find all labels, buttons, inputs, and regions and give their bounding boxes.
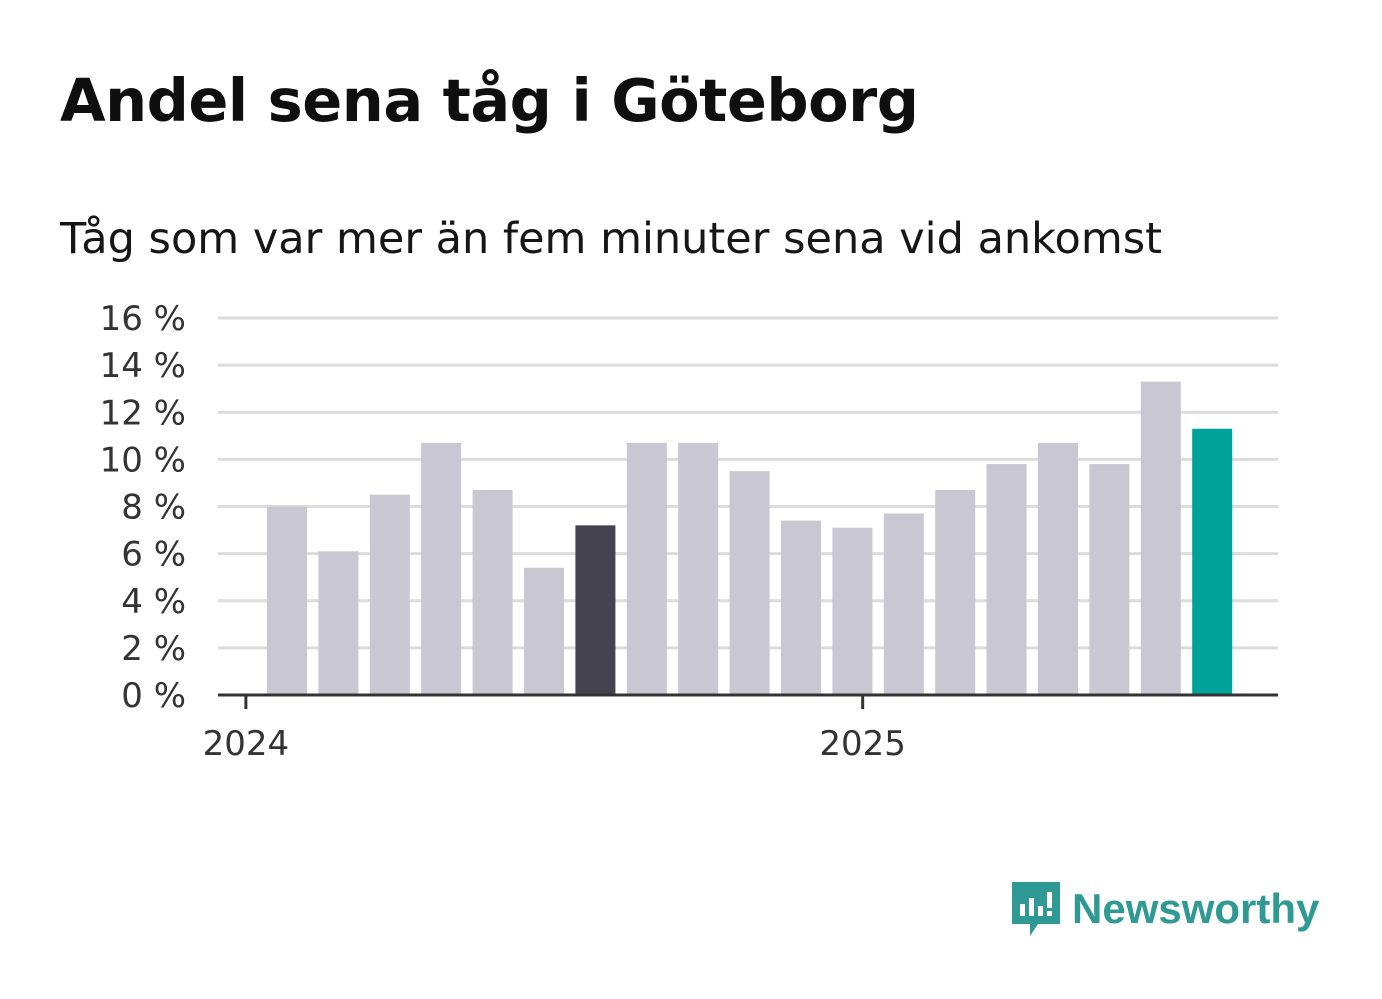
y-tick-label: 2 %	[121, 629, 186, 669]
axes: 0 % 2 % 4 % 6 % 8 % 10 % 12 % 14 % 16 % 2024 2025	[100, 299, 1278, 764]
bar	[421, 442, 462, 695]
bar	[781, 520, 821, 695]
newsworthy-logo-icon	[1012, 882, 1060, 936]
bar	[832, 527, 873, 695]
bar	[472, 490, 513, 695]
y-tick-label: 8 %	[121, 488, 186, 528]
bar	[369, 494, 410, 695]
bar	[524, 567, 564, 695]
y-tick-label: 16 %	[100, 299, 186, 339]
bar	[729, 471, 770, 695]
x-tick-label: 2024	[203, 724, 290, 764]
bar	[575, 525, 616, 695]
bar	[318, 551, 359, 695]
y-tick-label: 0 %	[121, 676, 186, 716]
chart-title: Andel sena tåg i Göteborg	[60, 66, 919, 135]
brand-name: Newsworthy	[1072, 885, 1320, 932]
y-tick-label: 12 %	[100, 393, 186, 433]
y-tick-label: 6 %	[121, 535, 186, 575]
bar	[986, 464, 1027, 695]
bar	[626, 442, 667, 695]
x-tick-label: 2025	[819, 724, 906, 764]
bar	[1038, 442, 1078, 695]
bar	[883, 513, 924, 695]
brand-logo: Newsworthy	[1010, 878, 1319, 940]
bar	[678, 442, 719, 695]
bar	[935, 490, 976, 695]
y-tick-label: 14 %	[100, 346, 186, 386]
y-tick-label: 4 %	[121, 582, 186, 622]
bars	[267, 381, 1233, 695]
y-tick-label: 10 %	[100, 440, 186, 480]
bar	[1192, 428, 1233, 695]
chart-subtitle: Tåg som var mer än fem minuter sena vid …	[60, 214, 1163, 264]
bar	[1089, 464, 1130, 695]
bar	[267, 506, 307, 695]
bar	[1140, 381, 1181, 695]
